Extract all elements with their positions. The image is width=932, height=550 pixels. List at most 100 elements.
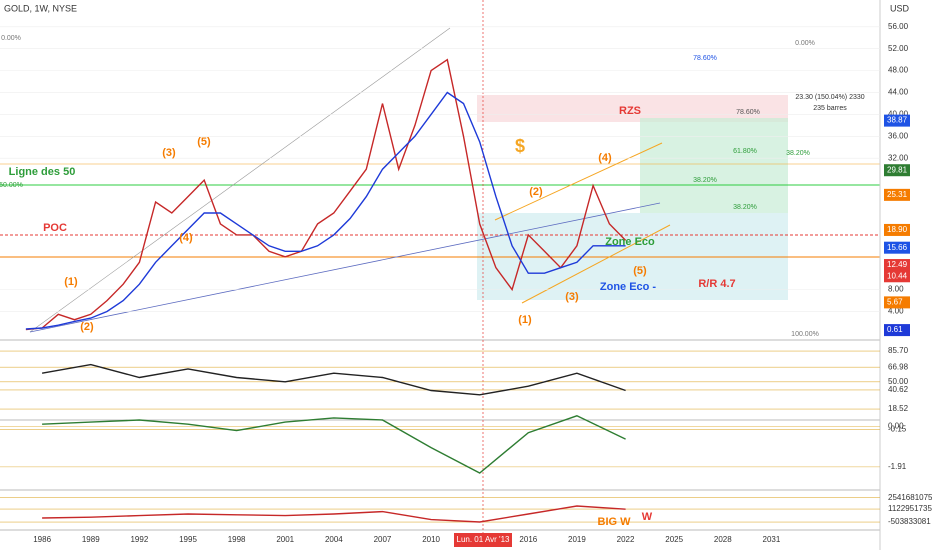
series-line <box>25 91 626 330</box>
price-tag <box>884 259 910 272</box>
annotation: 23.30 (150.04%) 2330 <box>795 94 864 101</box>
x-tick-label: 2019 <box>568 535 586 544</box>
y-tick-label: 1122951735 <box>888 504 932 513</box>
price-tag-label: 38.87 <box>887 116 908 125</box>
series-line <box>25 58 627 331</box>
trend-line <box>29 202 661 333</box>
price-tag <box>884 270 910 283</box>
y-tick-label: 36.00 <box>888 131 909 140</box>
x-tick-label: 2010 <box>422 535 440 544</box>
x-tick-label: 2001 <box>276 535 294 544</box>
annotation: 0.00% <box>795 40 815 47</box>
trend-line <box>29 27 451 333</box>
y-tick-label: -1.91 <box>888 462 907 471</box>
x-tick-label: 2031 <box>763 535 781 544</box>
channel-line <box>494 142 663 221</box>
annotation: 38.20% <box>693 177 717 184</box>
price-tag-label: 15.66 <box>887 243 908 252</box>
annotation: (3) <box>162 147 176 159</box>
x-tick-label: 1992 <box>130 535 148 544</box>
y-tick-label: 50.00 <box>888 377 909 386</box>
annotation: R/R 4.7 <box>698 278 735 290</box>
annotation: (5) <box>633 265 647 277</box>
annotation: (1) <box>64 276 78 288</box>
annotation: (4) <box>179 232 193 244</box>
annotation: (2) <box>80 321 94 333</box>
currency-label: USD <box>890 3 910 13</box>
series-line <box>42 505 626 523</box>
symbol-label: GOLD, 1W, NYSE <box>4 3 77 13</box>
y-tick-label: 66.98 <box>888 362 909 371</box>
annotation: (2) <box>529 186 543 198</box>
price-tag <box>884 188 910 201</box>
y-tick-label: 56.00 <box>888 22 909 31</box>
price-tag-label: 18.90 <box>887 225 908 234</box>
annotation: 61.80% <box>733 148 757 155</box>
annotation: (4) <box>598 152 612 164</box>
y-tick-label: 4.00 <box>888 307 904 316</box>
x-tick-label: 2016 <box>519 535 537 544</box>
annotation: 50.00% <box>0 182 23 189</box>
annotation: 38.20% <box>733 204 757 211</box>
annotation: (1) <box>518 314 532 326</box>
price-tag <box>884 296 910 309</box>
price-tag-label: 5.67 <box>887 297 903 306</box>
annotation: 235 barres <box>813 105 847 112</box>
cursor-label: Lun. 01 Avr '13 <box>457 535 511 544</box>
annotation: 100.00% <box>791 331 819 338</box>
cursor-tag <box>454 533 512 547</box>
annotation: BIG W <box>598 516 632 528</box>
rzs-zone <box>477 95 788 122</box>
y-tick-label: 18.52 <box>888 404 909 413</box>
y-tick-label: 2541681075 <box>888 493 932 502</box>
x-tick-label: 2028 <box>714 535 732 544</box>
y-tick-label: -503833081 <box>888 517 931 526</box>
price-tag <box>884 114 910 127</box>
annotation: W <box>642 511 653 523</box>
price-tag-label: 0.61 <box>887 325 903 334</box>
annotation: 38.20% <box>786 150 810 157</box>
y-tick-label: 52.00 <box>888 44 909 53</box>
y-tick-label: -0.15 <box>888 425 907 434</box>
annotation: (5) <box>197 136 211 148</box>
annotation: Ligne des 50 <box>9 166 76 178</box>
annotation: $ <box>515 136 525 156</box>
x-tick-label: 2004 <box>325 535 343 544</box>
price-tag <box>884 324 910 337</box>
y-tick-label: 8.00 <box>888 285 904 294</box>
price-tag-label: 10.44 <box>887 271 908 280</box>
x-tick-label: 2025 <box>665 535 683 544</box>
y-tick-label: 32.00 <box>888 153 909 162</box>
price-tag-label: 12.49 <box>887 260 908 269</box>
channel-line <box>521 224 671 304</box>
annotation: 78.60% <box>693 55 717 62</box>
price-tag <box>884 164 910 177</box>
annotation: 0.00% <box>1 35 21 42</box>
annotation: POC <box>43 222 67 234</box>
y-tick-label: 44.00 <box>888 88 909 97</box>
x-tick-label: 1986 <box>33 535 51 544</box>
y-tick-label: 48.00 <box>888 66 909 75</box>
annotation: Zone Eco <box>605 236 655 248</box>
y-tick-label: 0.00 <box>888 421 904 430</box>
y-tick-label: 40.62 <box>888 385 909 394</box>
x-tick-label: 1995 <box>179 535 197 544</box>
price-tag-label: 29.81 <box>887 165 908 174</box>
y-tick-label: 85.70 <box>888 346 909 355</box>
x-tick-label: 2022 <box>617 535 635 544</box>
x-tick-label: 1998 <box>228 535 246 544</box>
annotation: Zone Eco - <box>600 281 657 293</box>
x-tick-label: 2007 <box>374 535 392 544</box>
price-tag <box>884 241 910 254</box>
series-line <box>42 415 626 474</box>
annotation: 78.60% <box>736 109 760 116</box>
series-line <box>41 363 626 396</box>
y-tick-label: 40.00 <box>888 110 909 119</box>
annotation: RZS <box>619 105 641 117</box>
price-tag <box>884 223 910 236</box>
target-zone <box>640 118 788 213</box>
x-tick-label: 1989 <box>82 535 100 544</box>
annotation: (3) <box>565 291 579 303</box>
